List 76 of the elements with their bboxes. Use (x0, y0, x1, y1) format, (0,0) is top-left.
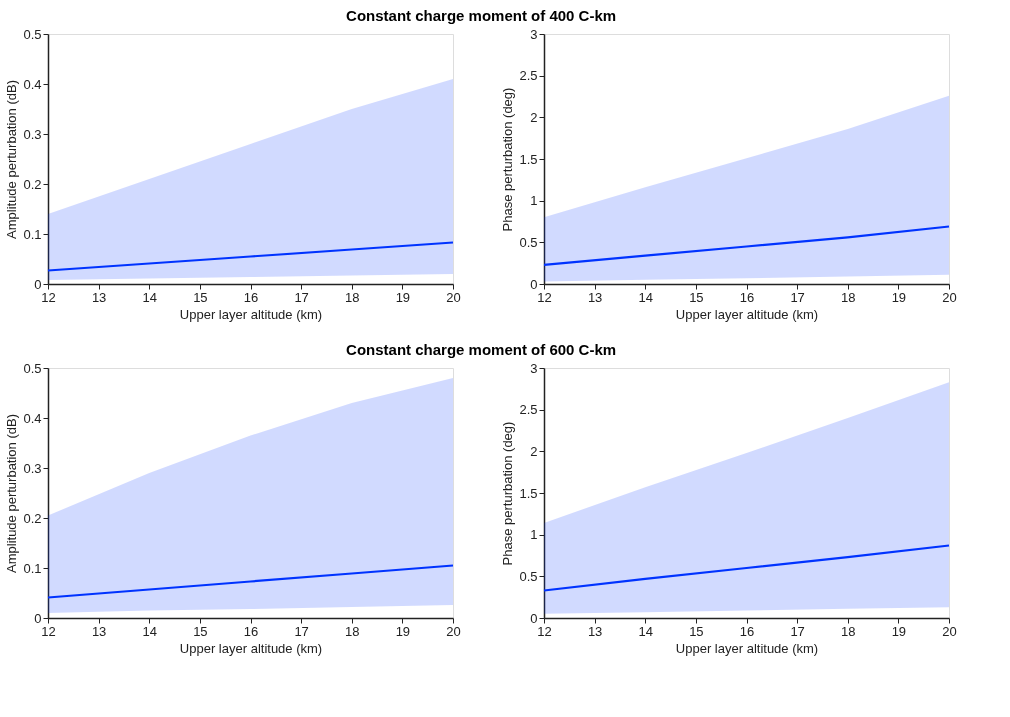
x-tick-label: 13 (91, 289, 107, 305)
y-axis-title: Phase perturbation (deg) (500, 421, 516, 566)
y-tick-label: 0.5 (23, 360, 42, 376)
y-tick-label: 3 (530, 360, 538, 376)
y-tick-label: 2 (530, 443, 538, 459)
x-tick-label: 12 (537, 289, 552, 305)
x-tick-label: 13 (91, 623, 107, 639)
x-tick-label: 12 (41, 289, 56, 305)
x-tick-label: 18 (345, 623, 360, 639)
x-tick-label: 17 (790, 289, 805, 305)
chart-title: Constant charge moment of 400 C-km (346, 6, 617, 24)
y-tick-label: 0 (34, 276, 42, 292)
y-axis-title: Amplitude perturbation (dB) (4, 80, 20, 239)
y-tick-label: 1.5 (519, 151, 538, 167)
y-tick-label: 0 (34, 610, 42, 626)
x-tick-label: 19 (395, 623, 411, 639)
y-tick-label: 0.4 (23, 410, 42, 426)
x-tick-label: 17 (294, 289, 309, 305)
x-tick-label: 13 (587, 289, 603, 305)
x-tick-label: 12 (41, 623, 56, 639)
x-tick-label: 15 (193, 623, 208, 639)
y-axis-title: Amplitude perturbation (dB) (4, 414, 20, 573)
x-tick-label: 20 (446, 623, 461, 639)
x-axis-title: Upper layer altitude (km) (179, 640, 323, 656)
y-tick-label: 0.4 (23, 76, 42, 92)
x-tick-label: 20 (942, 623, 957, 639)
y-tick-label: 0.5 (519, 568, 538, 584)
x-tick-label: 14 (142, 289, 157, 305)
y-tick-label: 1 (530, 527, 538, 543)
x-tick-label: 14 (142, 623, 157, 639)
y-tick-label: 0.2 (23, 510, 42, 526)
x-axis-title: Upper layer altitude (km) (675, 640, 819, 656)
x-tick-label: 14 (638, 289, 653, 305)
x-tick-label: 17 (790, 623, 805, 639)
line-series (542, 544, 951, 592)
y-axis-title: Phase perturbation (deg) (500, 87, 516, 232)
x-tick-label: 15 (193, 289, 208, 305)
x-tick-label: 19 (891, 623, 907, 639)
x-tick-label: 20 (942, 289, 957, 305)
x-tick-label: 14 (638, 623, 653, 639)
x-tick-label: 13 (587, 623, 603, 639)
x-tick-label: 19 (395, 289, 411, 305)
y-tick-label: 0 (530, 276, 538, 292)
y-tick-label: 0.1 (23, 226, 42, 242)
x-tick-label: 18 (345, 289, 360, 305)
x-tick-label: 16 (243, 289, 259, 305)
x-tick-label: 20 (446, 289, 461, 305)
x-tick-label: 16 (739, 623, 755, 639)
y-tick-label: 3 (530, 26, 538, 42)
chart-title: Constant charge moment of 600 C-km (346, 340, 617, 358)
x-tick-label: 12 (537, 623, 552, 639)
x-axis-title: Upper layer altitude (km) (675, 306, 819, 322)
y-tick-label: 0.5 (23, 26, 42, 42)
x-tick-label: 19 (891, 289, 907, 305)
line-series (46, 241, 455, 272)
x-tick-label: 15 (689, 623, 704, 639)
y-tick-label: 0.1 (23, 560, 42, 576)
y-tick-label: 0.3 (23, 126, 42, 142)
y-tick-label: 2 (530, 109, 538, 125)
y-tick-label: 1.5 (519, 485, 538, 501)
x-tick-label: 17 (294, 623, 309, 639)
x-axis-title: Upper layer altitude (km) (179, 306, 323, 322)
line-series (46, 564, 455, 599)
y-tick-label: 1 (530, 193, 538, 209)
y-tick-label: 2.5 (519, 68, 538, 84)
line-series (542, 225, 951, 266)
x-tick-label: 18 (841, 623, 856, 639)
y-tick-label: 0.5 (519, 234, 538, 250)
y-tick-label: 0 (530, 610, 538, 626)
y-tick-label: 2.5 (519, 402, 538, 418)
y-tick-label: 0.3 (23, 460, 42, 476)
x-tick-label: 18 (841, 289, 856, 305)
x-tick-label: 16 (739, 289, 755, 305)
y-tick-label: 0.2 (23, 176, 42, 192)
x-tick-label: 15 (689, 289, 704, 305)
x-tick-label: 16 (243, 623, 259, 639)
